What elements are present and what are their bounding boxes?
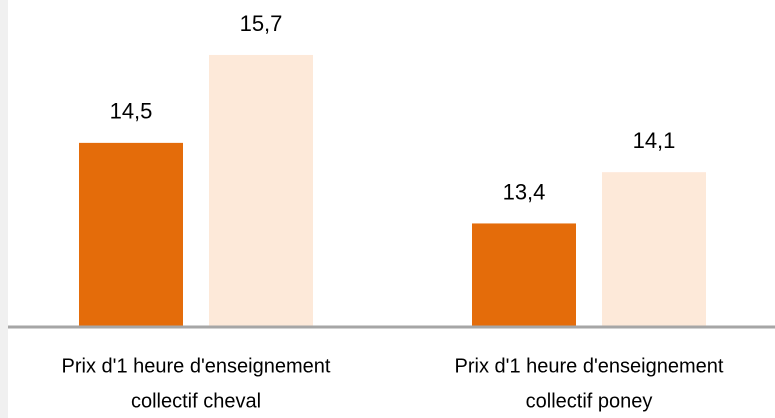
x-tick-label: Prix d'1 heure d'enseignement xyxy=(62,355,331,377)
left-strip xyxy=(0,0,8,418)
bar xyxy=(472,223,576,326)
value-label: 14,1 xyxy=(633,128,676,153)
value-label: 14,5 xyxy=(110,99,153,124)
value-label: 13,4 xyxy=(503,179,546,204)
bar xyxy=(79,142,183,326)
value-label: 15,7 xyxy=(240,11,283,36)
x-tick-label: collectif poney xyxy=(526,390,653,412)
bar xyxy=(602,172,706,326)
x-tick-label: collectif cheval xyxy=(131,390,261,412)
x-tick-label: Prix d'1 heure d'enseignement xyxy=(455,355,724,377)
bar xyxy=(209,54,313,326)
